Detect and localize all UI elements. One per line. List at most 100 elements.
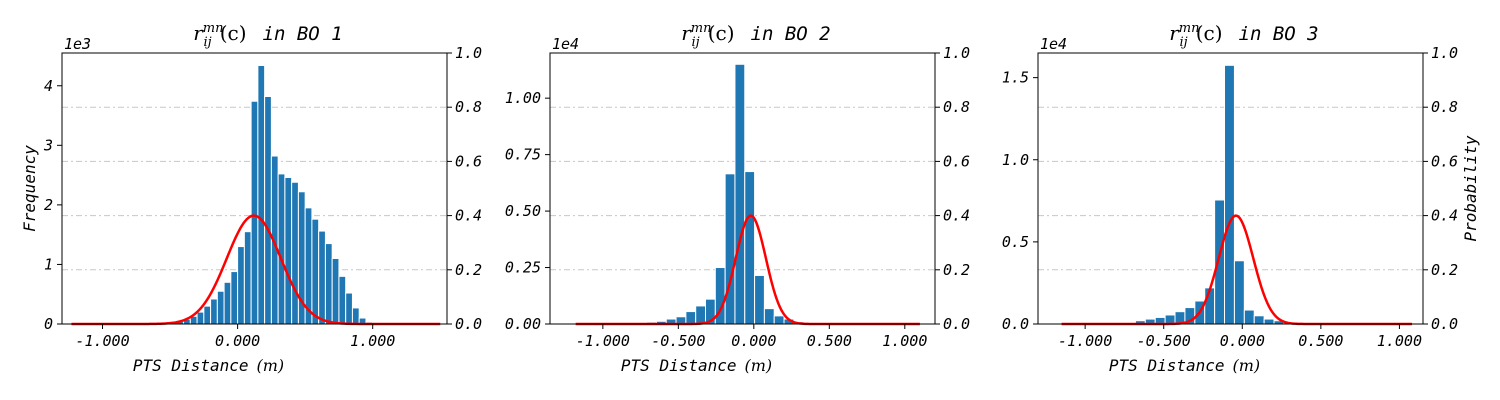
y-tick-label-right: 0.4 [455, 207, 482, 225]
axis-multiplier: 1e3 [64, 35, 91, 53]
x-axis-unit: (m) [745, 356, 773, 375]
y-tick-label-right: 0.0 [943, 315, 970, 333]
histogram-bar [223, 281, 232, 325]
y-axis-label-left: Frequency [20, 145, 39, 232]
y-tick-label-right: 1.0 [455, 44, 482, 62]
x-tick-label: 1.000 [1377, 332, 1422, 350]
histogram-bar [1263, 318, 1275, 325]
y-tick-label-left: 0.75 [505, 146, 541, 164]
x-tick-label: -0.500 [1137, 332, 1191, 350]
chart-panel-3: -1.000 -0.500 0.000 0.500 1.000 0.0 0.5 1.0 1.5 0… [1002, 21, 1480, 375]
axes-frame [549, 52, 936, 325]
x-tick-label: 0.500 [807, 332, 852, 350]
y-tick-label-right: 0.8 [943, 98, 970, 116]
histogram-bar [724, 173, 736, 325]
y-tick-label-right: 0.2 [455, 261, 482, 279]
x-tick-label: -1.000 [75, 332, 129, 350]
histogram-bar [345, 292, 353, 325]
y-tick-label-left: 0.00 [505, 315, 541, 333]
y-tick-label-left: 2 [44, 196, 53, 214]
histogram-bar [311, 218, 320, 325]
histogram-bar [331, 257, 340, 325]
histogram-bar [291, 181, 299, 325]
histogram-bar [210, 298, 218, 325]
histogram-bar [754, 274, 765, 325]
histogram-bar [230, 271, 239, 325]
x-tick-label: -0.500 [651, 332, 705, 350]
y-tick-label-right: 0.8 [1431, 98, 1458, 116]
y-tick-label-left: 0.0 [1002, 315, 1029, 333]
y-tick-label-right: 0.6 [943, 152, 970, 170]
histogram-bar [695, 305, 707, 325]
histogram-bar [216, 290, 225, 325]
histogram-bar [1224, 64, 1235, 325]
histogram-bar [284, 176, 293, 325]
y-tick-label-right: 0.6 [1431, 152, 1458, 170]
x-axis-label: PTS Distance [621, 356, 737, 375]
axes-frame [1037, 52, 1424, 325]
x-axis-label: PTS Distance [133, 356, 249, 375]
chart-panel-1: -1.000 0.000 1.000 0 1 2 3 4 0.0 0.2 0.4 0.6 0.8 1.0 1… [20, 21, 482, 375]
x-tick-label: 0.000 [1220, 332, 1265, 350]
histogram-bar [277, 173, 286, 325]
y-tick-label-right: 1.0 [1431, 44, 1458, 62]
histogram-bar [1253, 315, 1265, 325]
axis-multiplier: 1e4 [552, 35, 579, 53]
chart-title: in BO 3 [1239, 23, 1319, 45]
y-tick-label-right: 0.2 [943, 261, 970, 279]
x-axis-unit: (m) [1233, 356, 1261, 375]
histogram-bar [1233, 260, 1245, 325]
x-tick-label: 1.000 [350, 332, 395, 350]
y-tick-label-right: 0.2 [1431, 261, 1458, 279]
x-tick-label: 0.000 [731, 332, 776, 350]
x-tick-label: -1.000 [576, 332, 630, 350]
y-tick-label-right: 0.4 [1431, 207, 1458, 225]
chart-title-math: rmn ij (c) [1169, 21, 1222, 50]
y-tick-label-right: 0.0 [1431, 315, 1458, 333]
y-tick-label-right: 0.4 [943, 207, 970, 225]
chart-panel-2: -1.000 -0.500 0.000 0.500 1.000 0.00 0.25 0.50 0… [505, 21, 970, 375]
x-tick-label: -1.000 [1058, 332, 1112, 350]
histogram-bar [243, 231, 252, 325]
y-tick-label-left: 0.50 [505, 202, 541, 220]
histogram-bar [773, 315, 785, 325]
histogram-bar [250, 100, 259, 325]
histogram-bar [324, 243, 333, 325]
y-tick-label-right: 1.0 [943, 44, 970, 62]
x-axis-label: PTS Distance [1109, 356, 1225, 375]
y-tick-label-left: 3 [43, 136, 53, 154]
histogram-bar [1214, 199, 1226, 325]
y-tick-label-left: 0.25 [505, 259, 541, 277]
histogram-bar [264, 95, 272, 325]
histogram-bar [1243, 309, 1255, 325]
chart-title: in BO 2 [751, 23, 831, 45]
histogram-bar [196, 311, 205, 325]
y-tick-label-left: 1.0 [1002, 151, 1029, 169]
y-tick-label-left: 4 [44, 77, 53, 95]
histogram-bar [351, 307, 360, 325]
chart-title-math: rmn ij (c) [193, 21, 246, 50]
histogram-bar [338, 275, 347, 325]
y-tick-label-left: 1.5 [1002, 69, 1029, 87]
y-tick-label-left: 0.5 [1002, 233, 1029, 251]
histogram-bar [318, 230, 326, 325]
x-axis-unit: (m) [257, 356, 285, 375]
histogram-bar [763, 308, 775, 325]
y-tick-label-left: 1.00 [505, 89, 541, 107]
y-tick-label-left: 0 [44, 315, 53, 333]
x-tick-label: 1.000 [882, 332, 927, 350]
histogram-bar [203, 305, 212, 325]
y-tick-label-right: 0.0 [455, 315, 482, 333]
x-tick-label: 0.000 [215, 332, 260, 350]
y-tick-label-right: 0.6 [455, 152, 482, 170]
x-tick-label: 0.500 [1298, 332, 1343, 350]
chart-title: in BO 1 [263, 23, 343, 45]
histogram-bar [257, 65, 266, 325]
histogram-bar [734, 63, 746, 325]
axes-frame [61, 52, 448, 325]
axis-multiplier: 1e4 [1040, 35, 1067, 53]
histogram-bar [685, 311, 697, 325]
y-axis-label-right: Probability [1461, 135, 1480, 241]
y-tick-label-left: 1 [44, 255, 53, 273]
